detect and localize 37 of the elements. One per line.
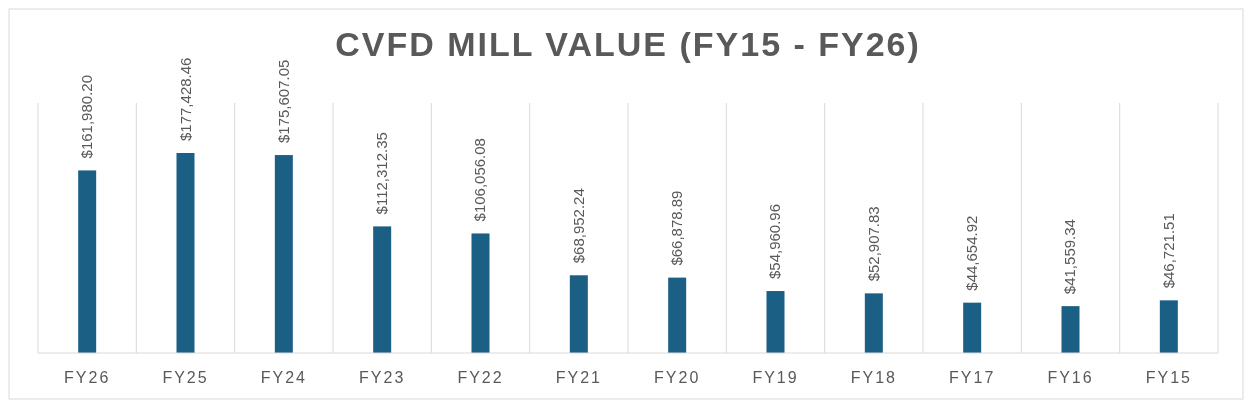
bar [1159,300,1178,353]
bar [963,302,982,353]
data-label: $106,056.08 [471,138,489,222]
bar [373,226,392,353]
x-tick-label: FY23 [359,369,406,386]
bar [864,293,883,353]
data-label: $68,952.24 [569,188,587,264]
bar [569,275,588,353]
data-label: $46,721.51 [1159,213,1177,289]
x-tick-label: FY16 [1047,369,1094,386]
bar [471,233,490,353]
data-label: $66,878.89 [668,190,686,266]
bar [668,277,687,353]
bar [78,170,97,353]
x-tick-label: FY21 [555,369,602,386]
data-label: $177,428.46 [176,57,194,141]
bar [274,155,293,353]
x-tick-label: FY18 [850,369,897,386]
x-tick-label: FY20 [654,369,701,386]
x-tick-label: FY15 [1145,369,1192,386]
bar [766,291,785,353]
data-label: $175,607.05 [274,59,292,144]
chart-title: CVFD MILL VALUE (FY15 - FY26) [335,25,921,63]
x-tick-label: FY26 [64,369,111,386]
data-label: $44,654.92 [963,215,981,291]
bar [176,153,195,353]
data-label: $161,980.20 [78,74,96,159]
data-label: $54,960.96 [766,203,784,280]
data-label: $41,559.34 [1061,219,1079,295]
data-label: $52,907.83 [864,206,882,282]
x-tick-label: FY19 [752,369,799,386]
x-tick-label: FY17 [949,369,996,386]
data-label: $112,312.35 [373,132,391,215]
x-tick-label: FY24 [260,369,307,386]
bar [1061,306,1080,353]
x-tick-label: FY22 [457,369,504,386]
x-tick-label: FY25 [162,369,209,386]
